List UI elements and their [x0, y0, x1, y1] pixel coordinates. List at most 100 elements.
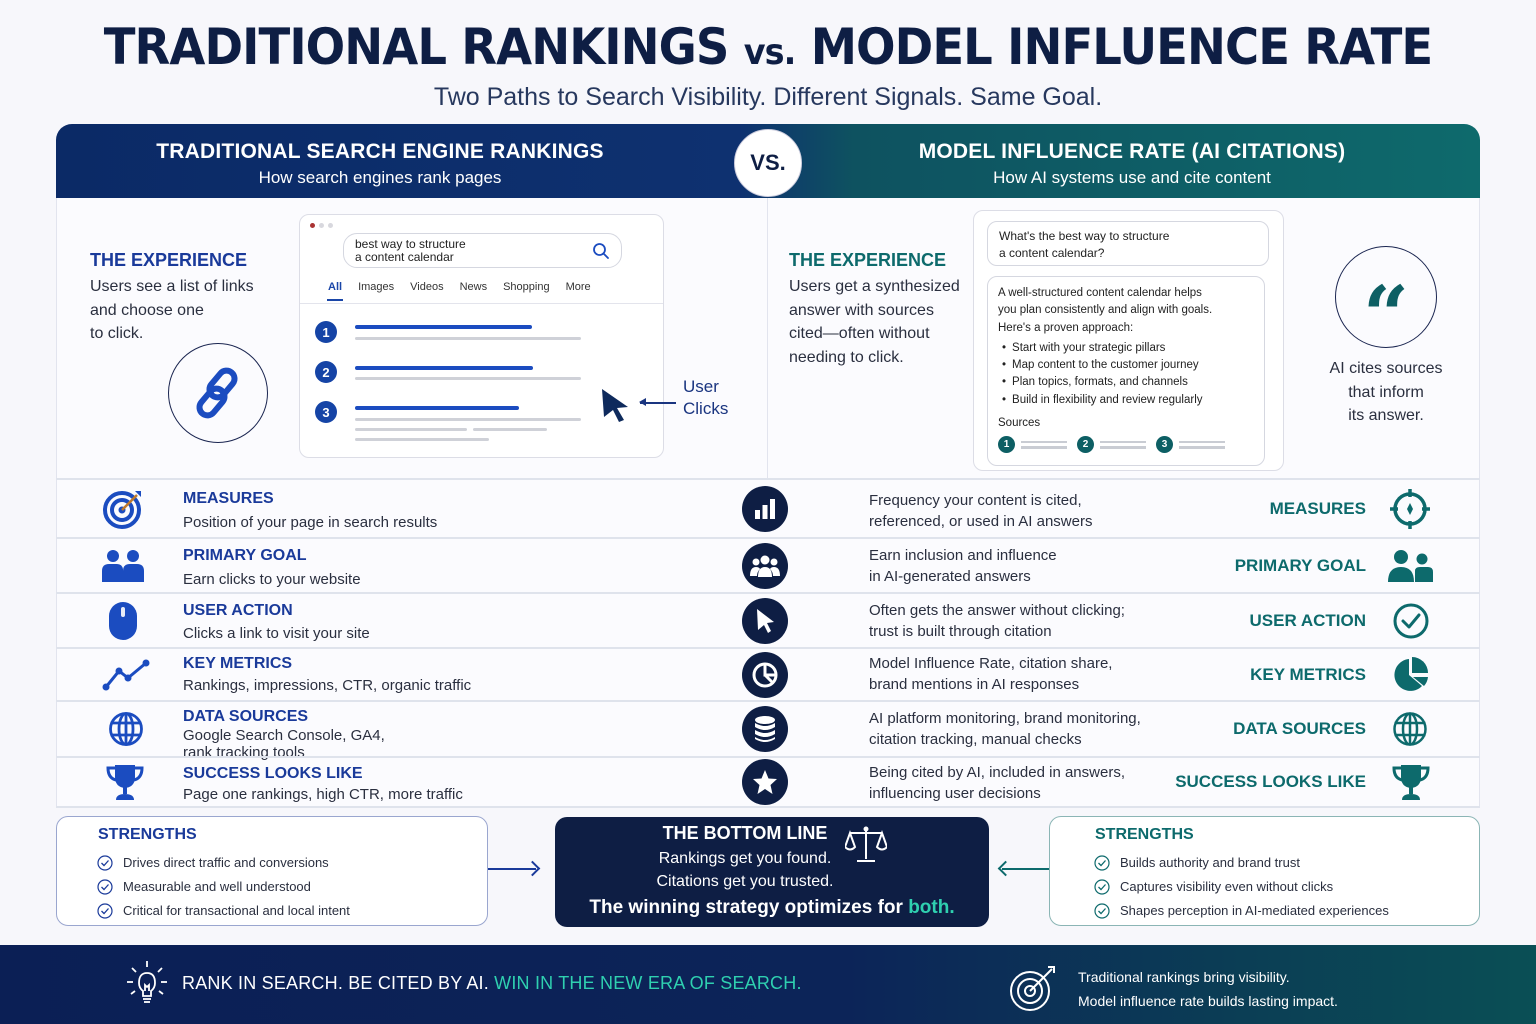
result-rank-badge: 3	[315, 401, 337, 423]
source-item[interactable]: 1	[998, 436, 1067, 454]
search-icon[interactable]	[592, 242, 610, 260]
tab-videos[interactable]: Videos	[410, 281, 444, 293]
strength-text: Shapes perception in AI-mediated experie…	[1120, 903, 1389, 918]
question-line: What's the best way to structure	[999, 229, 1170, 243]
result-snippet	[473, 428, 547, 431]
users-icon	[1388, 549, 1433, 582]
footer-banner: RANK IN SEARCH. BE CITED BY AI. WIN IN T…	[0, 945, 1536, 1024]
bottom-line-text: Citations get you trusted.	[656, 873, 834, 890]
traditional-desc: Earn clicks to your website	[183, 571, 361, 588]
strength-item: Drives direct traffic and conversions	[97, 851, 350, 875]
strength-item: Shapes perception in AI-mediated experie…	[1094, 899, 1389, 923]
strength-item: Builds authority and brand trust	[1094, 851, 1389, 875]
desc-line: in AI-generated answers	[869, 568, 1031, 585]
answer-line: you plan consistently and align with goa…	[998, 304, 1213, 317]
strengths-list: Builds authority and brand trust Capture…	[1094, 851, 1389, 923]
strength-item: Captures visibility even without clicks	[1094, 875, 1389, 899]
search-query-line: a content calendar	[355, 250, 454, 264]
source-badge: 2	[1077, 436, 1094, 454]
caption-line: AI cites sources	[1329, 360, 1443, 377]
window-dots	[310, 223, 333, 228]
ai-desc: Often gets the answer without clicking; …	[869, 600, 1125, 642]
source-placeholder	[1179, 438, 1225, 452]
traditional-header-title: TRADITIONAL SEARCH ENGINE RANKINGS	[156, 140, 604, 163]
sources-label: Sources	[998, 417, 1041, 430]
cursor-icon	[742, 597, 788, 644]
caption-line: that inform	[1348, 383, 1424, 401]
search-query-line: best way to structure	[355, 237, 466, 251]
strengths-heading: STRENGTHS	[1095, 826, 1194, 843]
ai-answer-mockup: What's the best way to structure a conte…	[973, 210, 1284, 471]
tab-images[interactable]: Images	[358, 281, 395, 293]
ai-desc: Being cited by AI, included in answers, …	[869, 762, 1125, 804]
result-snippet	[355, 438, 489, 441]
bar-chart-icon	[742, 485, 788, 532]
result-link[interactable]	[355, 325, 532, 329]
tab-shopping[interactable]: Shopping	[503, 281, 550, 293]
search-input[interactable]: best way to structure a content calendar	[343, 233, 622, 268]
pie-chart-icon	[1394, 656, 1428, 691]
traditional-strengths-card: STRENGTHS Drives direct traffic and conv…	[56, 816, 488, 926]
traditional-header-subtitle: How search engines rank pages	[258, 168, 502, 187]
mouse-icon	[109, 601, 137, 640]
traditional-experience-heading: THE EXPERIENCE	[90, 250, 248, 270]
text-line: answer with sources	[789, 301, 934, 319]
answer-bullets: Start with your strategic pillars Map co…	[998, 340, 1254, 409]
answer-line: Here's a proven approach:	[998, 321, 1134, 334]
vs-badge: VS.	[734, 129, 802, 197]
check-circle-icon	[1094, 879, 1110, 895]
strength-text: Critical for transactional and local int…	[123, 903, 350, 918]
globe-icon	[1393, 712, 1427, 746]
users-icon	[102, 549, 144, 582]
comparison-row-success: SUCCESS LOOKS LIKE Page one rankings, hi…	[56, 756, 1480, 808]
bottom-line-conclusion: The winning strategy optimizes for both.	[555, 897, 989, 919]
check-circle-icon	[1094, 903, 1110, 919]
ai-experience-heading: THE EXPERIENCE	[789, 250, 947, 270]
source-item[interactable]: 3	[1156, 436, 1225, 454]
desc-line: AI platform monitoring, brand monitoring…	[869, 710, 1141, 727]
check-circle-icon	[97, 879, 113, 895]
row-label: DATA SOURCES	[1233, 719, 1366, 738]
tab-news[interactable]: News	[459, 281, 488, 293]
cursor-icon	[602, 389, 628, 422]
row-label: MEASURES	[183, 490, 274, 507]
page-subtitle: Two Paths to Search Visibility. Differen…	[433, 83, 1103, 111]
source-item[interactable]: 2	[1077, 436, 1146, 454]
strength-text: Drives direct traffic and conversions	[123, 855, 329, 870]
question-line: a content calendar?	[999, 246, 1105, 260]
text-line: to click.	[90, 325, 144, 342]
result-link[interactable]	[355, 406, 519, 410]
strength-item: Measurable and well understood	[97, 875, 350, 899]
result-rank-badge: 1	[315, 321, 337, 343]
row-label: KEY METRICS	[183, 655, 293, 672]
ai-answer-bubble: A well-structured content calendar helps…	[987, 276, 1265, 466]
tagline-accent: WIN IN THE NEW ERA OF SEARCH.	[494, 973, 802, 993]
comparison-row-data-sources: DATA SOURCES Google Search Console, GA4,…	[56, 700, 1480, 761]
answer-line: A well-structured content calendar helps	[998, 287, 1202, 299]
traditional-experience-text: Users see a list of links and choose one…	[90, 275, 254, 346]
source-badge: 3	[1156, 436, 1173, 454]
tab-all[interactable]: All	[326, 281, 344, 301]
strength-text: Measurable and well understood	[123, 879, 311, 894]
caption-line: its answer.	[1348, 407, 1424, 424]
result-snippet	[355, 418, 581, 421]
answer-bullet: Build in flexibility and review regularl…	[998, 392, 1254, 409]
desc-line: brand mentions in AI responses	[869, 676, 1080, 693]
answer-bullet: Plan topics, formats, and channels	[998, 374, 1254, 391]
tab-more[interactable]: More	[565, 281, 591, 293]
result-link[interactable]	[355, 366, 533, 370]
bottom-line-heading: THE BOTTOM LINE	[662, 823, 828, 843]
check-circle-icon	[97, 903, 113, 919]
target-arrow-icon	[1010, 966, 1055, 1011]
comparison-row-key-metrics: KEY METRICS Rankings, impressions, CTR, …	[56, 647, 1480, 700]
pie-chart-icon	[742, 651, 788, 698]
traditional-desc: Clicks a link to visit your site	[183, 625, 370, 642]
text-line: Users see a list of links	[90, 278, 254, 295]
strength-text: Captures visibility even without clicks	[1120, 879, 1334, 894]
title-right: MODEL INFLUENCE RATE	[810, 18, 1433, 76]
conclusion-text: The winning strategy optimizes for	[589, 897, 909, 918]
search-tabs: All Images Videos News Shopping More	[326, 281, 607, 301]
row-label: SUCCESS LOOKS LIKE	[1175, 772, 1366, 791]
strengths-list: Drives direct traffic and conversions Me…	[97, 851, 350, 923]
footer-tagline: RANK IN SEARCH. BE CITED BY AI. WIN IN T…	[182, 973, 802, 994]
